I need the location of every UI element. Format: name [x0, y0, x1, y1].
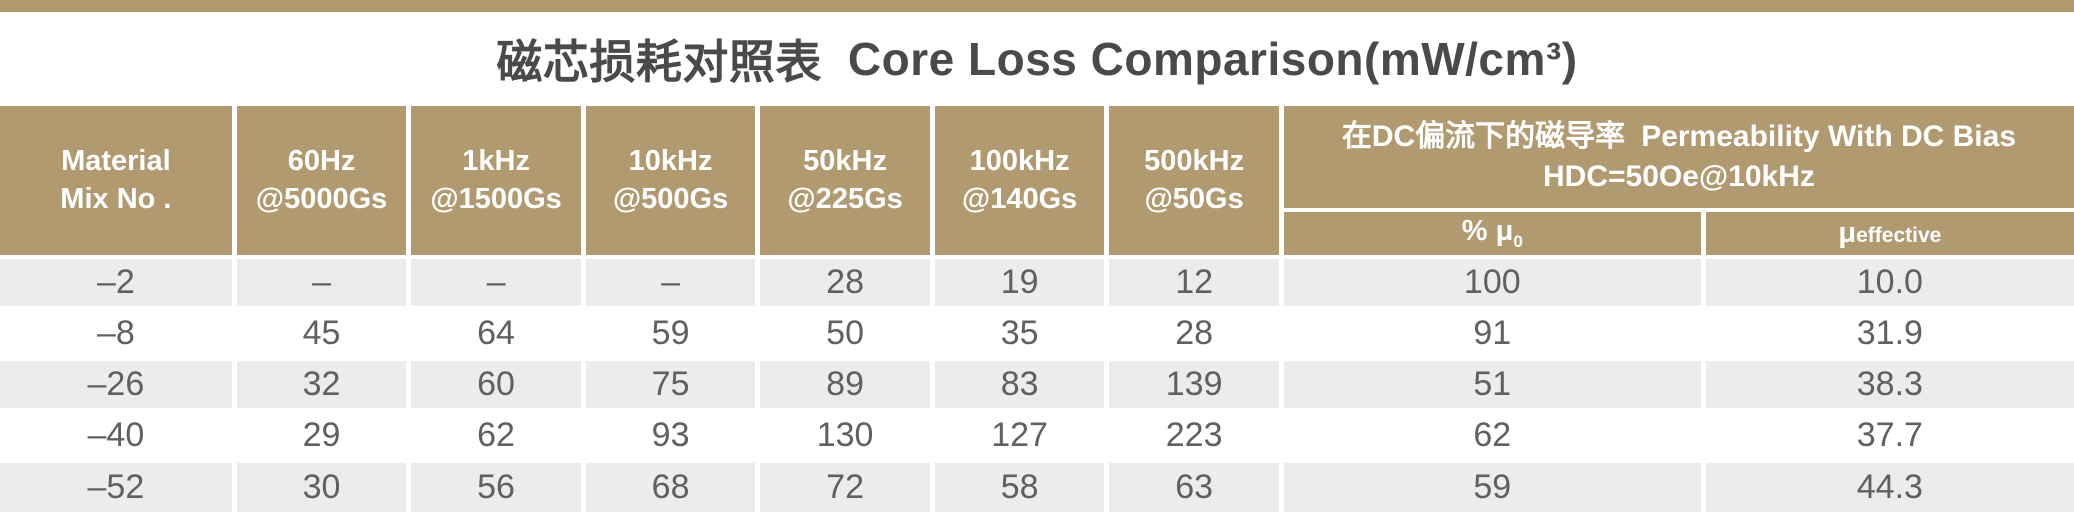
table-row: –2 – – – 28 19 12 100 10.0	[0, 255, 2074, 308]
table-cell: 130	[755, 408, 933, 461]
header-material-mix-no: Material Mix No .	[0, 106, 235, 257]
header-100khz: 100kHz @140Gs	[929, 106, 1107, 257]
cell-mix-no: –8	[0, 306, 235, 359]
table-cell: –	[406, 255, 584, 308]
table-cell: 59	[580, 306, 758, 359]
table-cell: 59	[1278, 459, 1704, 512]
table-cell: –	[231, 255, 409, 308]
table-row: –40 29 62 93 130 127 223 62 37.7	[0, 408, 2074, 461]
table-cell: 12	[1104, 255, 1282, 308]
table-body: –2 – – – 28 19 12 100 10.0 –8 45 64 59 5…	[0, 255, 2074, 512]
table-cell: 89	[755, 357, 933, 410]
table-cell: 19	[929, 255, 1107, 308]
table-cell: 30	[231, 459, 409, 512]
header-500khz: 500kHz @50Gs	[1104, 106, 1282, 257]
header-permeability-dc-bias: 在DC偏流下的磁导率 Permeability With DC Bias HDC=…	[1278, 106, 2074, 210]
table-cell: 62	[406, 408, 584, 461]
table-cell: 60	[406, 357, 584, 410]
table-cell: 58	[929, 459, 1107, 512]
table-cell: 31.9	[1700, 306, 2074, 359]
table-cell: 10.0	[1700, 255, 2074, 308]
table-cell: 32	[231, 357, 409, 410]
table-row: –8 45 64 59 50 35 28 91 31.9	[0, 306, 2074, 359]
core-loss-table: Material Mix No . 60Hz @5000Gs 1kHz @150…	[0, 106, 2074, 512]
mu0-subscript: 0	[1513, 232, 1523, 251]
page-title: 磁芯损耗对照表 Core Loss Comparison(mW/cm³)	[0, 12, 2074, 106]
table-cell: 38.3	[1700, 357, 2074, 410]
top-accent-bar	[0, 0, 2074, 12]
table-cell: 51	[1278, 357, 1704, 410]
subheader-percent-mu0: % μ0	[1278, 208, 1704, 257]
table-cell: –	[580, 255, 758, 308]
cell-mix-no: –26	[0, 357, 235, 410]
header-60hz: 60Hz @5000Gs	[231, 106, 409, 257]
cell-mix-no: –2	[0, 255, 235, 308]
table-cell: 28	[755, 255, 933, 308]
table-cell: 62	[1278, 408, 1704, 461]
dc-bias-condition: HDC=50Oe@10kHz	[1543, 160, 1815, 193]
table-cell: 64	[406, 306, 584, 359]
table-row: –26 32 60 75 89 83 139 51 38.3	[0, 357, 2074, 410]
dc-bias-label-english: Permeability With DC Bias	[1641, 120, 2017, 154]
table-row: –52 30 56 68 72 58 63 59 44.3	[0, 459, 2074, 512]
cell-mix-no: –40	[0, 408, 235, 461]
table-cell: 75	[580, 357, 758, 410]
subheader-mu-effective: μeffective	[1700, 208, 2074, 257]
table-cell: 29	[231, 408, 409, 461]
table-cell: 50	[755, 306, 933, 359]
table-cell: 35	[929, 306, 1107, 359]
table-cell: 223	[1104, 408, 1282, 461]
table-cell: 37.7	[1700, 408, 2074, 461]
table-cell: 56	[406, 459, 584, 512]
page-title-english: Core Loss Comparison(mW/cm³)	[847, 33, 1578, 85]
table-cell: 44.3	[1700, 459, 2074, 512]
table-cell: 83	[929, 357, 1107, 410]
dc-bias-label-chinese: 在DC偏流下的磁导率	[1341, 120, 1626, 154]
table-header: Material Mix No . 60Hz @5000Gs 1kHz @150…	[0, 106, 2074, 257]
mu-effective-label: effective	[1856, 224, 1942, 247]
table-cell: 127	[929, 408, 1107, 461]
header-10khz: 10kHz @500Gs	[580, 106, 758, 257]
table-cell: 100	[1278, 255, 1704, 308]
table-cell: 72	[755, 459, 933, 512]
table-cell: 28	[1104, 306, 1282, 359]
table-cell: 91	[1278, 306, 1704, 359]
cell-mix-no: –52	[0, 459, 235, 512]
table-cell: 68	[580, 459, 758, 512]
table-cell: 63	[1104, 459, 1282, 512]
header-50khz: 50kHz @225Gs	[755, 106, 933, 257]
table-cell: 45	[231, 306, 409, 359]
table-cell: 139	[1104, 357, 1282, 410]
header-1khz: 1kHz @1500Gs	[406, 106, 584, 257]
page-title-chinese: 磁芯损耗对照表	[496, 36, 822, 88]
table-cell: 93	[580, 408, 758, 461]
